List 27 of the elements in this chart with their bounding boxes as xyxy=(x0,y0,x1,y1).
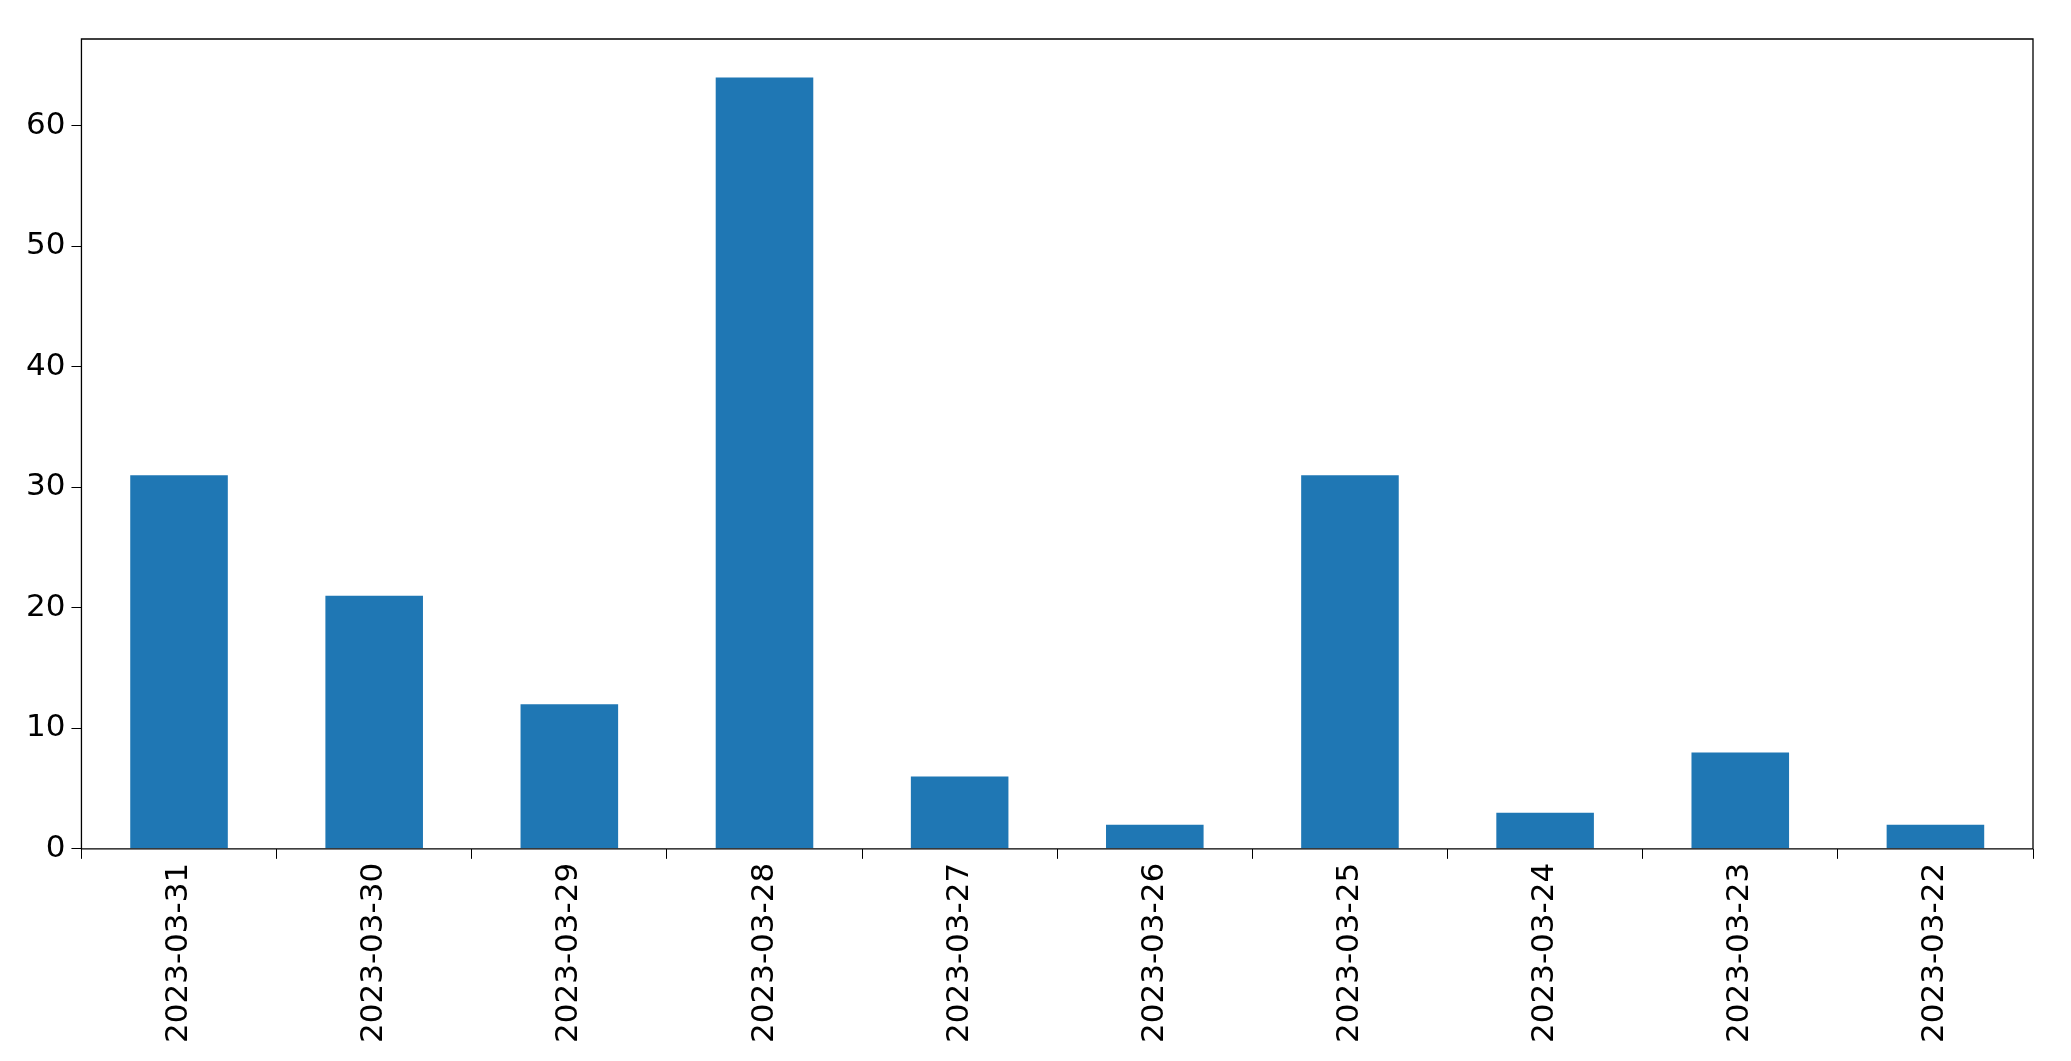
x-tick-label: 2023-03-25 xyxy=(1329,862,1365,1044)
x-tick-label: 2023-03-27 xyxy=(938,862,975,1044)
bar xyxy=(1691,752,1790,849)
x-tick-label: 2023-03-28 xyxy=(743,862,780,1044)
bar xyxy=(1106,824,1204,849)
x-tick-label: 2023-03-24 xyxy=(1524,862,1561,1044)
bar xyxy=(1886,824,1985,849)
y-tick-label: 40 xyxy=(25,345,66,382)
bar xyxy=(910,776,1009,849)
y-tick-label: 20 xyxy=(25,586,66,623)
x-tick-label: 2023-03-23 xyxy=(1719,862,1756,1044)
y-tick-label: 0 xyxy=(45,827,66,864)
x-tick-label: 2023-03-29 xyxy=(548,862,585,1044)
bar xyxy=(520,704,619,849)
bar xyxy=(1301,475,1399,849)
bar xyxy=(1496,812,1594,849)
y-tick-label: 50 xyxy=(25,225,66,262)
x-tick-label: 2023-03-30 xyxy=(353,862,390,1044)
x-tick-label: 2023-03-22 xyxy=(1914,862,1951,1044)
y-tick-label: 60 xyxy=(25,104,66,141)
bar xyxy=(130,475,228,849)
bar xyxy=(325,595,423,849)
bar xyxy=(715,77,814,849)
x-tick-label: 2023-03-26 xyxy=(1133,862,1170,1044)
y-tick-label: 30 xyxy=(25,466,66,503)
x-tick-label: 2023-03-31 xyxy=(158,862,195,1044)
y-tick-label: 10 xyxy=(25,707,66,744)
